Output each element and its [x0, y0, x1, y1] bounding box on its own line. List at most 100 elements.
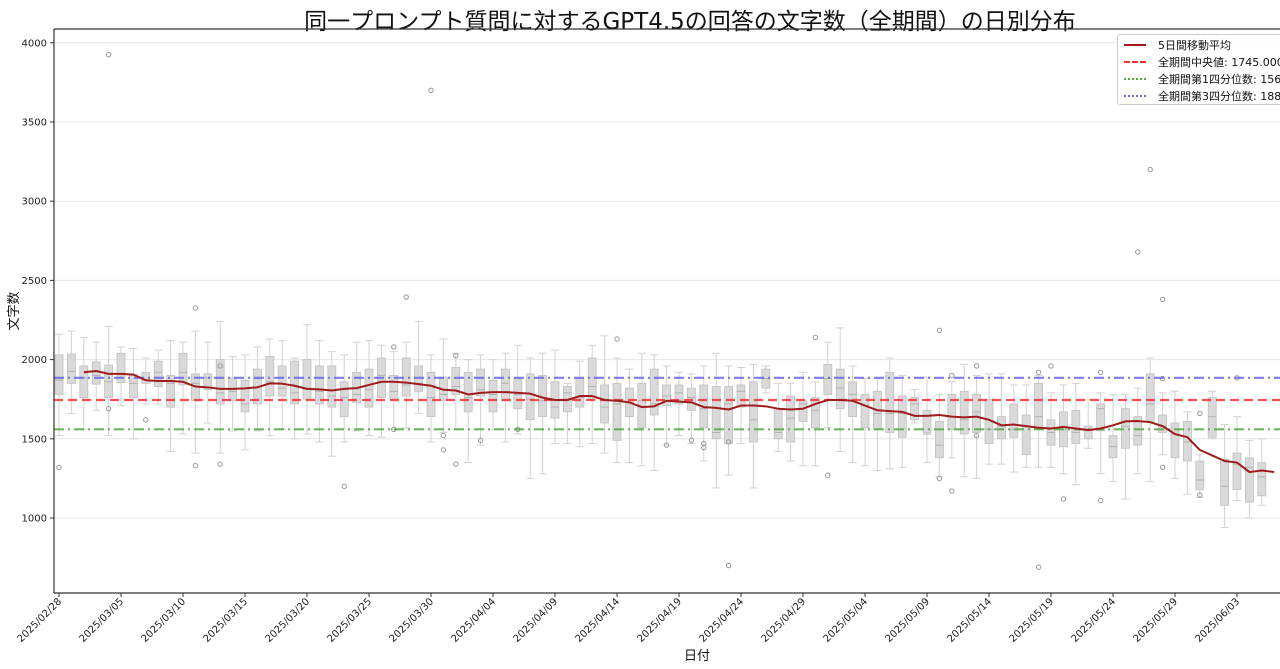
outlier-point [105, 51, 112, 58]
outlier-point [192, 463, 199, 469]
day-box [178, 341, 188, 435]
x-tick-label: 2025/04/14 [574, 596, 623, 645]
legend-label: 全期間第1四分位数: 1560 [1158, 73, 1280, 86]
day-box [215, 321, 225, 454]
outlier-point [936, 475, 943, 482]
day-box [798, 371, 808, 467]
day-box [1220, 424, 1229, 529]
outlier-point [1135, 249, 1141, 255]
x-tick-label: 2025/05/14 [946, 596, 995, 645]
x-tick-label: 2025/05/24 [1070, 596, 1119, 645]
outlier-point [1197, 410, 1203, 417]
day-box [873, 378, 882, 471]
day-box [364, 340, 374, 437]
day-box [277, 340, 287, 430]
legend-label: 5日間移動平均 [1158, 39, 1231, 52]
x-tick-label: 2025/05/04 [822, 596, 871, 645]
outlier-point [217, 461, 223, 467]
day-box [463, 359, 473, 464]
x-tick-label: 2025/04/19 [636, 596, 685, 645]
day-box [823, 341, 833, 429]
chart-title: 同一プロンプト質問に対するGPT4.5の回答の文字数（全期間）の日別分布 [304, 9, 1076, 35]
day-box [54, 333, 64, 437]
outlier-point [1060, 496, 1067, 502]
day-box [1257, 438, 1267, 506]
day-box [476, 354, 486, 446]
day-box [488, 359, 498, 430]
outlier-point [812, 334, 819, 341]
outlier-point [949, 488, 955, 494]
x-axis-label: 日付 [684, 649, 710, 664]
day-box [389, 351, 399, 430]
day-box [166, 340, 176, 452]
moving-average-line [83, 370, 1275, 474]
day-box [1034, 374, 1043, 468]
x-tick-label: 2025/02/28 [16, 596, 65, 645]
y-tick-label: 1500 [22, 434, 47, 445]
day-box [1195, 454, 1205, 498]
day-box [1207, 390, 1217, 440]
outlier-point [1159, 296, 1166, 303]
day-box [736, 367, 746, 445]
x-tick-label: 2025/03/05 [78, 596, 127, 645]
day-box [302, 324, 312, 435]
y-tick-label: 2500 [22, 276, 47, 287]
day-box [104, 325, 113, 437]
outlier-point [1035, 564, 1042, 570]
outlier-point [1197, 492, 1203, 498]
x-tick-label: 2025/04/04 [450, 596, 499, 645]
x-tick-label: 2025/05/19 [1008, 596, 1057, 645]
outlier-point [825, 472, 831, 478]
legend: 5日間移動平均 全期間中央値: 1745.000 全期間第1四分位数: 1560… [1117, 34, 1280, 105]
day-box [897, 374, 907, 468]
box-plots [54, 51, 1267, 570]
day-box [1108, 393, 1118, 483]
outlier-point [663, 442, 670, 448]
outlier-point [453, 461, 459, 467]
outlier-point [217, 363, 223, 369]
dashdot-line-swatch-icon [1124, 95, 1146, 97]
day-box [376, 344, 386, 438]
outlier-point [105, 406, 112, 412]
day-box [687, 373, 696, 445]
y-tick-label: 3000 [22, 197, 47, 208]
legend-item-median: 全期間中央値: 1745.000 [1124, 54, 1280, 70]
day-box [1046, 392, 1056, 468]
outlier-point [428, 87, 434, 94]
day-box [1071, 382, 1081, 486]
outlier-point [701, 444, 707, 451]
outlier-point [1048, 363, 1054, 369]
outlier-point [477, 437, 484, 444]
day-box [848, 365, 857, 464]
y-tick-label: 2000 [22, 355, 47, 366]
day-box [625, 368, 634, 464]
outlier-point [403, 294, 409, 300]
day-box [860, 378, 870, 467]
outlier-point [725, 439, 732, 445]
day-box [947, 381, 957, 459]
legend-item-q3: 全期間第3四分位数: 1885 [1124, 88, 1280, 104]
day-box [997, 373, 1006, 465]
day-box [91, 341, 101, 411]
outlier-point [56, 464, 62, 471]
day-box [935, 393, 944, 478]
x-tick-label: 2025/06/03 [1194, 596, 1243, 645]
dashed-line-swatch-icon [1124, 61, 1146, 63]
day-box [749, 363, 758, 489]
day-box [811, 381, 820, 467]
outlier-point [725, 562, 732, 569]
x-tick-label: 2025/03/15 [202, 596, 251, 645]
day-box [525, 357, 535, 479]
outlier-point [973, 432, 980, 439]
day-box [563, 382, 572, 445]
y-axis-label: 文字数 [7, 291, 22, 330]
moving-average-polyline [83, 370, 1275, 474]
day-box [761, 365, 771, 394]
day-box [637, 352, 647, 467]
outlier-point [192, 305, 199, 311]
day-box [1096, 392, 1105, 475]
day-box [972, 374, 981, 479]
outlier-point [973, 363, 980, 369]
x-tick-label: 2025/03/25 [326, 596, 375, 645]
day-box [265, 338, 275, 437]
